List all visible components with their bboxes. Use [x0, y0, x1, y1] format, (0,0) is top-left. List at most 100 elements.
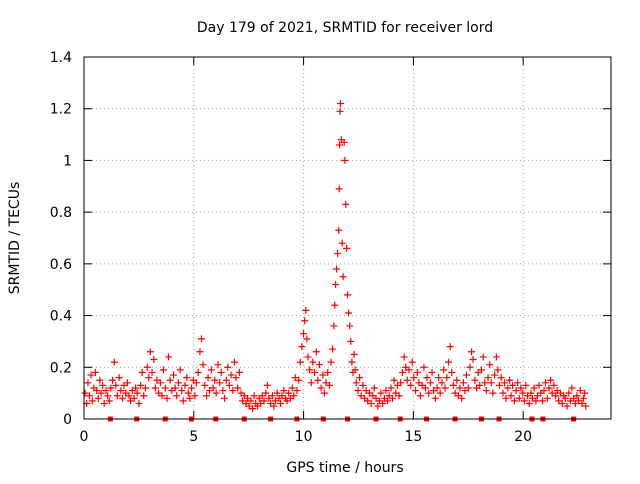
data-point — [477, 366, 485, 374]
data-point — [344, 291, 351, 299]
data-point — [230, 358, 238, 366]
data-point — [346, 322, 354, 330]
data-point — [270, 402, 278, 410]
data-point — [397, 379, 405, 387]
data-point — [285, 389, 293, 397]
data-point — [197, 335, 205, 343]
data-point — [382, 387, 390, 395]
y-tick-label: 0.4 — [50, 309, 72, 325]
data-point — [234, 384, 242, 392]
data-point — [535, 381, 543, 389]
data-point — [232, 374, 240, 382]
data-point — [178, 387, 186, 395]
data-point — [333, 265, 341, 273]
data-point — [265, 394, 273, 402]
data-point — [491, 371, 499, 379]
data-point — [413, 368, 421, 376]
data-point — [314, 376, 322, 384]
data-point — [204, 374, 212, 382]
data-point — [341, 156, 349, 164]
data-point — [492, 353, 500, 361]
data-point — [207, 366, 215, 374]
data-point — [543, 394, 551, 402]
data-point — [118, 394, 126, 402]
data-point — [146, 348, 154, 356]
data-point — [489, 389, 497, 397]
data-point — [303, 335, 311, 343]
data-point — [335, 226, 343, 234]
data-point — [288, 384, 296, 392]
data-point — [425, 389, 433, 397]
data-point — [273, 389, 281, 397]
data-point — [387, 384, 395, 392]
data-point — [499, 389, 507, 397]
data-point — [115, 374, 123, 382]
data-point — [468, 348, 476, 356]
data-point — [262, 389, 270, 397]
data-point — [517, 384, 525, 392]
data-point — [347, 337, 355, 345]
data-point — [357, 392, 365, 400]
data-point — [471, 376, 479, 384]
data-point — [580, 394, 588, 402]
data-point — [179, 397, 187, 405]
data-point — [239, 397, 247, 405]
data-point — [351, 366, 359, 374]
data-point — [428, 368, 436, 376]
data-point — [258, 392, 266, 400]
data-point — [249, 405, 257, 413]
data-point — [497, 374, 505, 382]
data-point — [383, 397, 391, 405]
data-point — [183, 374, 191, 382]
data-point — [420, 363, 428, 371]
data-point — [174, 379, 182, 387]
data-point — [463, 371, 471, 379]
data-point — [421, 384, 429, 392]
data-point — [501, 379, 509, 387]
data-point — [390, 376, 398, 384]
data-point — [506, 376, 514, 384]
data-point — [527, 389, 535, 397]
data-point — [530, 384, 538, 392]
data-point — [576, 387, 584, 395]
data-point — [188, 384, 196, 392]
data-point — [374, 402, 382, 410]
data-point — [212, 389, 220, 397]
data-point — [206, 387, 214, 395]
tick-labels: 0 0.2 0.4 0.6 0.8 1 1.2 1.4 0 5 10 15 20 — [50, 50, 532, 445]
data-point — [293, 387, 301, 395]
y-axis-label: SRMTID / TECUs — [7, 182, 23, 295]
data-point — [370, 384, 378, 392]
data-point — [528, 394, 536, 402]
data-point — [348, 358, 356, 366]
data-point — [408, 358, 416, 366]
data-point — [291, 374, 299, 382]
data-point — [322, 379, 330, 387]
data-point — [540, 387, 548, 395]
data-point — [216, 379, 224, 387]
data-point — [307, 379, 315, 387]
data-point — [132, 384, 140, 392]
data-point — [329, 345, 337, 353]
data-point — [555, 397, 563, 405]
data-point — [84, 379, 92, 387]
data-point — [364, 397, 372, 405]
data-point — [150, 356, 158, 364]
data-point — [423, 374, 431, 382]
data-point — [191, 392, 199, 400]
data-point — [159, 366, 167, 374]
data-point — [312, 348, 320, 356]
data-point — [163, 394, 171, 402]
data-point — [332, 281, 340, 289]
data-point — [538, 397, 546, 405]
data-point — [99, 381, 107, 389]
data-point — [510, 397, 518, 405]
data-point — [495, 381, 503, 389]
data-point — [325, 381, 333, 389]
data-point — [247, 397, 255, 405]
data-point — [290, 392, 298, 400]
data-point — [317, 384, 325, 392]
data-point — [345, 309, 353, 317]
data-point — [336, 141, 344, 149]
